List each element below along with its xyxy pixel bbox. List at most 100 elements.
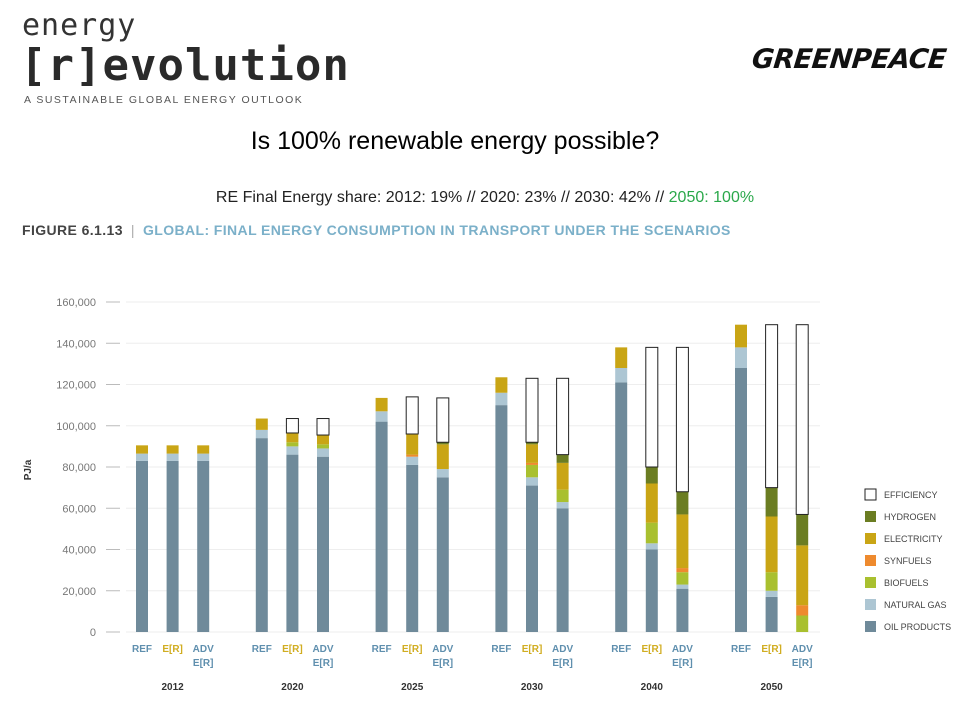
chart-bars — [136, 324, 809, 632]
bar-segment-electricity — [406, 434, 419, 455]
bar-segment-synfuels — [676, 568, 689, 573]
legend-swatch-natural-gas — [865, 599, 876, 610]
scenario-label: ADV — [552, 644, 573, 655]
bar-segment-hydrogen — [645, 467, 658, 484]
y-tick-label: 40,000 — [62, 545, 96, 557]
scenario-label-line2: E[R] — [193, 658, 214, 669]
bar-segment-efficiency — [765, 324, 779, 489]
bar-segment-biofuels — [796, 615, 809, 632]
scenario-label: ADV — [193, 644, 214, 655]
bar-segment-biofuels — [676, 572, 689, 585]
chart-grid: 0 20,000 40,000 60,000 80,000 100,000 120,000 1… — [56, 297, 820, 639]
chart-x-labels: REF E[R] ADV E[R] 2012 REF E[R] ADV E[R] 2020 REF E… — [132, 644, 813, 693]
legend-label: BIOFUELS — [884, 578, 929, 588]
bar-segment-electricity — [495, 377, 508, 393]
bar-segment-electricity — [765, 516, 778, 573]
legend-swatch-oil-products — [865, 621, 876, 632]
bar-segment-oil-products — [645, 549, 658, 632]
bar-segment-oil-products — [526, 485, 538, 632]
y-tick-label: 100,000 — [56, 421, 96, 433]
y-tick-label: 0 — [90, 627, 96, 639]
bar-segment-natural-gas — [436, 469, 449, 478]
y-tick-label: 60,000 — [62, 503, 96, 515]
bar-segment-electricity — [645, 483, 658, 523]
bar-segment-electricity — [197, 445, 210, 454]
bar-segment-electricity — [317, 435, 329, 445]
scenario-label: E[R] — [402, 644, 423, 655]
bar-segment-natural-gas — [556, 502, 569, 509]
year-label: 2040 — [641, 682, 664, 693]
bar-segment-biofuels — [645, 522, 658, 544]
year-label: 2025 — [401, 682, 424, 693]
bar-segment-oil-products — [676, 588, 689, 632]
bar-segment-natural-gas — [166, 453, 179, 461]
bar-segment-natural-gas — [286, 446, 299, 455]
scenario-label: E[R] — [642, 644, 663, 655]
logo-tagline: A SUSTAINABLE GLOBAL ENERGY OUTLOOK — [24, 94, 304, 106]
bar-segment-oil-products — [436, 477, 449, 632]
bar-segment-efficiency — [675, 346, 689, 493]
bar-segment-oil-products — [735, 368, 747, 632]
bar-segment-hydrogen — [436, 442, 449, 445]
scenario-label: REF — [372, 644, 392, 655]
scenario-label: REF — [611, 644, 631, 655]
bar-segment-electricity — [735, 324, 747, 348]
bar-segment-synfuels — [406, 454, 419, 457]
bar-segment-efficiency — [285, 418, 299, 434]
re-share-highlight: 2050: 100% — [668, 189, 755, 206]
year-label: 2020 — [281, 682, 304, 693]
scenario-label: ADV — [312, 644, 333, 655]
bar-segment-electricity — [615, 347, 628, 368]
bar-segment-oil-products — [615, 382, 628, 632]
bar-segment-efficiency — [795, 324, 809, 515]
legend-swatch-hydrogen — [865, 511, 876, 522]
legend-label: ELECTRICITY — [884, 534, 943, 544]
figure-number: FIGURE 6.1.13 — [22, 222, 123, 238]
bar-segment-electricity — [796, 545, 809, 606]
y-tick-label: 80,000 — [62, 462, 96, 474]
y-tick-label: 120,000 — [56, 380, 96, 392]
chart-legend: EFFICIENCY HYDROGEN ELECTRICITY SYNFUELS BIO… — [864, 488, 951, 632]
bar-segment-electricity — [136, 445, 148, 454]
scenario-label: E[R] — [162, 644, 183, 655]
bar-segment-oil-products — [255, 438, 268, 632]
bar-segment-synfuels — [526, 462, 538, 465]
figure-title: GLOBAL: FINAL ENERGY CONSUMPTION IN TRAN… — [142, 222, 731, 238]
bar-segment-natural-gas — [615, 368, 628, 383]
bar-segment-oil-products — [556, 508, 569, 632]
y-tick-label: 20,000 — [62, 586, 96, 598]
logo-energy-text: energy — [22, 8, 137, 43]
year-label: 2012 — [161, 682, 184, 693]
bar-segment-electricity — [436, 444, 449, 470]
bar-segment-electricity — [166, 445, 179, 454]
bar-segment-hydrogen — [526, 442, 538, 445]
y-tick-label: 140,000 — [56, 338, 96, 350]
page-headline: Is 100% renewable energy possible? — [250, 127, 660, 155]
bar-segment-oil-products — [406, 464, 419, 632]
bar-segment-electricity — [255, 418, 268, 430]
bar-segment-efficiency — [316, 418, 330, 436]
bar-segment-electricity — [676, 514, 689, 569]
bar-segment-biofuels — [286, 442, 299, 447]
bar-segment-natural-gas — [645, 543, 658, 550]
bar-segment-electricity — [556, 462, 569, 490]
y-axis-label: PJ/a — [23, 459, 34, 480]
scenario-label-line2: E[R] — [552, 658, 573, 669]
bar-segment-oil-products — [166, 460, 179, 632]
bar-segment-hydrogen — [765, 487, 778, 517]
bar-segment-biofuels — [317, 444, 329, 449]
legend-swatch-electricity — [865, 533, 876, 544]
bar-segment-oil-products — [765, 596, 778, 632]
logo-revolution-text: [r]evolution — [20, 40, 350, 91]
bar-segment-efficiency — [525, 377, 539, 443]
legend-label: HYDROGEN — [884, 512, 936, 522]
bar-segment-natural-gas — [406, 456, 419, 465]
bar-segment-natural-gas — [197, 453, 210, 461]
scenario-label: ADV — [432, 644, 453, 655]
scenario-label: REF — [491, 644, 511, 655]
legend-swatch-synfuels — [865, 555, 876, 566]
bar-segment-oil-products — [375, 421, 388, 632]
bar-segment-hydrogen — [676, 491, 689, 515]
bar-segment-oil-products — [136, 460, 148, 632]
